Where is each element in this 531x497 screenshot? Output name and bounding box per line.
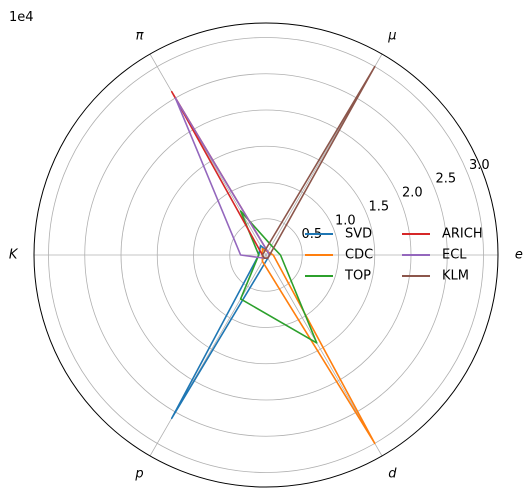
category-label-2: π — [136, 28, 144, 43]
radial-offset-label: 1e4 — [9, 10, 34, 25]
legend-label-svd: SVD — [345, 227, 372, 242]
radial-tick-label-5: 3.0 — [469, 158, 490, 173]
radial-tick-label-2: 1.5 — [368, 199, 389, 214]
polar-frame — [33, 22, 499, 488]
radial-tick-labels: 0.51.01.52.02.53.0 — [301, 158, 489, 242]
radial-tick-label-1: 1.0 — [335, 213, 356, 228]
category-label-4: p — [134, 467, 143, 482]
legend: SVD CDC TOP ARICH ECL KLM — [305, 227, 483, 284]
legend-label-cdc: CDC — [345, 248, 373, 263]
radial-tick-label-4: 2.5 — [435, 172, 456, 187]
series-line-klm — [261, 65, 376, 259]
category-label-5: d — [388, 467, 397, 482]
category-label-1: μ — [387, 28, 396, 43]
legend-label-top: TOP — [344, 269, 371, 284]
legend-label-ecl: ECL — [442, 248, 467, 263]
category-label-0: e — [515, 248, 523, 263]
series-lines — [170, 65, 376, 445]
grid-spoke-2 — [149, 53, 267, 256]
grid-spoke-4 — [149, 254, 267, 457]
radial-tick-label-3: 2.0 — [402, 186, 423, 201]
legend-label-arich: ARICH — [442, 227, 483, 242]
legend-label-klm: KLM — [442, 269, 469, 284]
series-line-top — [239, 210, 318, 344]
category-label-3: K — [9, 248, 19, 263]
category-labels: e μ π Kp d — [9, 28, 523, 481]
